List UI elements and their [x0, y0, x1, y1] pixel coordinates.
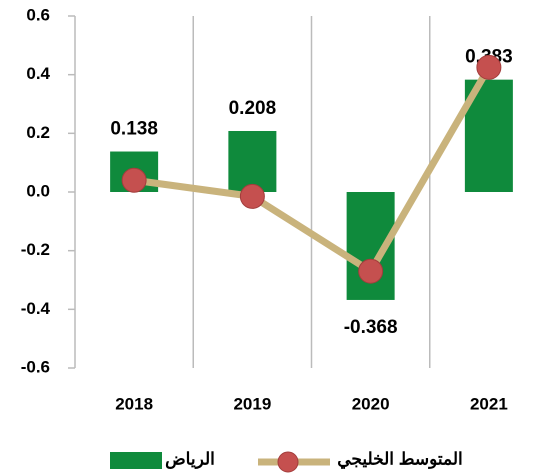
x-tick-label: 2019 — [233, 394, 271, 413]
y-tick-label: 0.0 — [26, 181, 50, 200]
legend-swatch — [277, 451, 299, 473]
x-tick-label: 2021 — [470, 394, 508, 413]
y-tick-label: 0.4 — [26, 64, 50, 83]
x-tick-label: 2018 — [115, 394, 153, 413]
y-tick-label: -0.4 — [21, 299, 51, 318]
bar — [228, 130, 277, 192]
y-tick-label: -0.2 — [21, 240, 50, 259]
marker — [239, 183, 265, 209]
y-tick-label: 0.6 — [26, 5, 50, 24]
marker — [358, 258, 384, 284]
legend-swatch — [110, 452, 162, 469]
legend-label: الرياض — [165, 449, 215, 469]
y-tick-label: 0.2 — [26, 123, 50, 142]
marker — [121, 167, 147, 193]
x-tick-label: 2020 — [352, 394, 390, 413]
line — [133, 65, 492, 275]
data-label: 0.208 — [229, 98, 277, 119]
data-label: 0.138 — [110, 119, 158, 140]
y-tick-label: -0.6 — [21, 357, 50, 376]
legend-label: المتوسط الخليجي — [337, 449, 463, 469]
data-label: -0.368 — [344, 317, 398, 338]
marker — [476, 54, 502, 80]
